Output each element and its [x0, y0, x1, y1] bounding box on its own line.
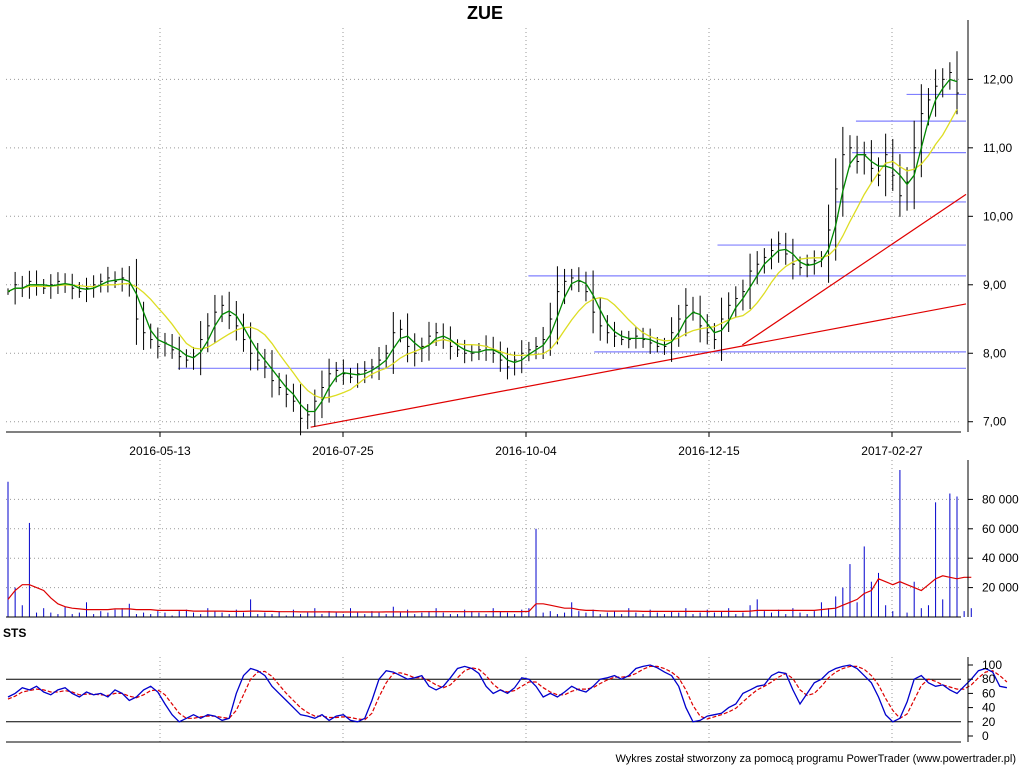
volume-y-tick-label: 60 000 — [982, 522, 1019, 536]
sts-label: STS — [3, 626, 26, 640]
sma-short-line — [7, 78, 958, 413]
footer-credit: Wykres został stworzony za pomocą progra… — [615, 753, 1016, 765]
trend-line — [310, 303, 967, 428]
sts-y-tick-label: 0 — [982, 729, 989, 743]
sts-y-tick-label: 20 — [982, 715, 996, 729]
sts-reference-lines — [6, 678, 961, 723]
price-x-tick-label: 2016-07-25 — [312, 444, 374, 458]
volume-y-tick-label: 20 000 — [982, 581, 1019, 595]
price-x-tick-label: 2016-12-15 — [678, 444, 740, 458]
price-x-tick-label: 2017-02-27 — [861, 444, 923, 458]
price-x-ticks: 2016-05-13 2016-07-25 2016-10-04 2016-12-15… — [129, 444, 923, 458]
sma-long-line — [7, 108, 958, 399]
volume-y-ticks: 20 000 40 000 60 000 80 000 — [982, 492, 1019, 594]
price-y-tick-label: 9,00 — [983, 278, 1007, 292]
price-bars — [7, 51, 959, 436]
price-axes — [6, 20, 973, 437]
chart-title: ZUE — [467, 3, 503, 23]
trend-lines — [310, 193, 967, 428]
support-lines — [177, 93, 966, 369]
volume-y-tick-label: 40 000 — [982, 551, 1019, 565]
sts-d-line — [7, 665, 1008, 721]
price-x-tick-label: 2016-10-04 — [495, 444, 557, 458]
volume-y-tick-label: 80 000 — [982, 492, 1019, 506]
price-y-tick-label: 12,00 — [983, 72, 1013, 86]
sts-y-tick-label: 100 — [982, 658, 1002, 672]
sts-y-tick-label: 60 — [982, 686, 996, 700]
sts-y-tick-label: 40 — [982, 701, 996, 715]
price-x-tick-label: 2016-05-13 — [129, 444, 191, 458]
volume-average-line — [7, 575, 972, 613]
price-y-tick-label: 8,00 — [983, 346, 1007, 360]
sts-axes — [6, 657, 973, 743]
volume-axes — [6, 460, 973, 618]
price-y-tick-label: 11,00 — [983, 141, 1012, 155]
volume-gridlines — [6, 498, 961, 589]
price-y-ticks: 7,00 8,00 9,00 10,00 11,00 12,00 — [983, 72, 1013, 428]
sts-k-line — [7, 664, 1008, 723]
trend-line — [741, 193, 967, 346]
price-y-tick-label: 10,00 — [983, 209, 1013, 223]
price-y-tick-label: 7,00 — [983, 415, 1007, 429]
volume-bars — [7, 470, 972, 617]
price-gridlines — [6, 28, 961, 742]
sts-y-tick-label: 80 — [982, 672, 996, 686]
